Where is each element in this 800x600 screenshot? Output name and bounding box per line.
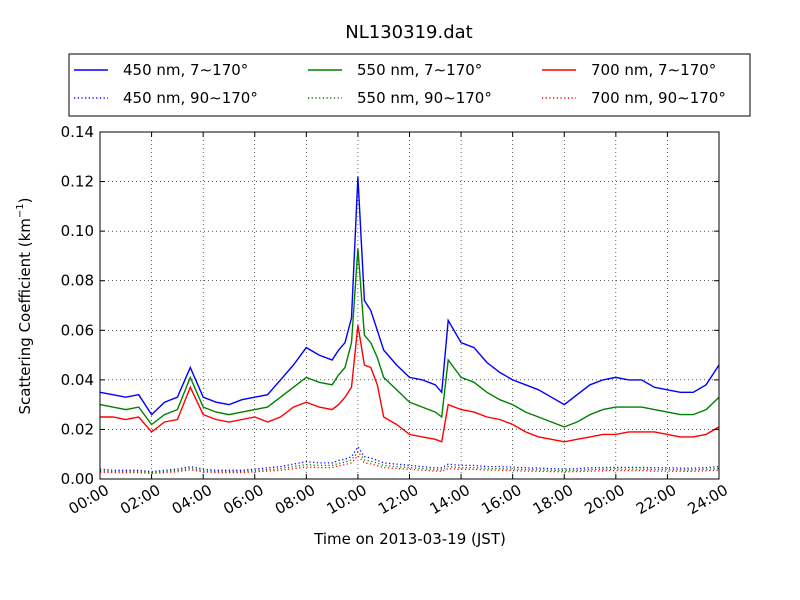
y-tick-label: 0.02 — [61, 420, 94, 438]
y-tick-labels: 0.00 0.02 0.04 0.06 0.08 0.10 0.12 0.14 — [61, 123, 94, 488]
plot-area — [100, 132, 719, 479]
y-axis-label-sup: −1 — [15, 203, 26, 218]
series-line-solid-2 — [100, 325, 720, 443]
y-tick-label: 0.00 — [61, 470, 94, 488]
axis-ticks — [99, 131, 720, 480]
legend-label: 450 nm, 90∼170° — [123, 89, 258, 107]
y-tick-label: 0.04 — [61, 371, 94, 389]
x-axis-label: Time on 2013-03-19 (JST) — [313, 530, 506, 548]
y-axis-label-main: Scattering Coefficient (km — [16, 218, 34, 414]
y-tick-label: 0.14 — [61, 123, 94, 141]
y-tick-label: 0.06 — [61, 321, 94, 339]
chart-title: NL130319.dat — [345, 22, 472, 43]
legend: 450 nm, 7∼170° 550 nm, 7∼170° 700 nm, 7∼17… — [68, 53, 751, 117]
legend-frame — [68, 53, 751, 117]
series-line-dotted-3 — [99, 445, 720, 473]
legend-label: 700 nm, 90∼170° — [591, 89, 726, 107]
y-tick-label: 0.12 — [61, 173, 94, 191]
y-tick-label: 0.08 — [61, 272, 94, 290]
y-axis-label-close: ) — [16, 197, 34, 203]
legend-label: 550 nm, 7∼170° — [357, 61, 482, 79]
series-line-solid-0 — [99, 176, 720, 416]
legend-label: 550 nm, 90∼170° — [357, 89, 492, 107]
legend-label: 700 nm, 7∼170° — [591, 61, 716, 79]
y-tick-label: 0.10 — [61, 222, 94, 240]
series-layer — [99, 176, 720, 475]
series-line-dotted-4 — [99, 450, 720, 474]
y-axis-label: Scattering Coefficient (km−1) — [15, 197, 34, 414]
series-line-solid-1 — [99, 248, 720, 428]
legend-label: 450 nm, 7∼170° — [123, 61, 248, 79]
